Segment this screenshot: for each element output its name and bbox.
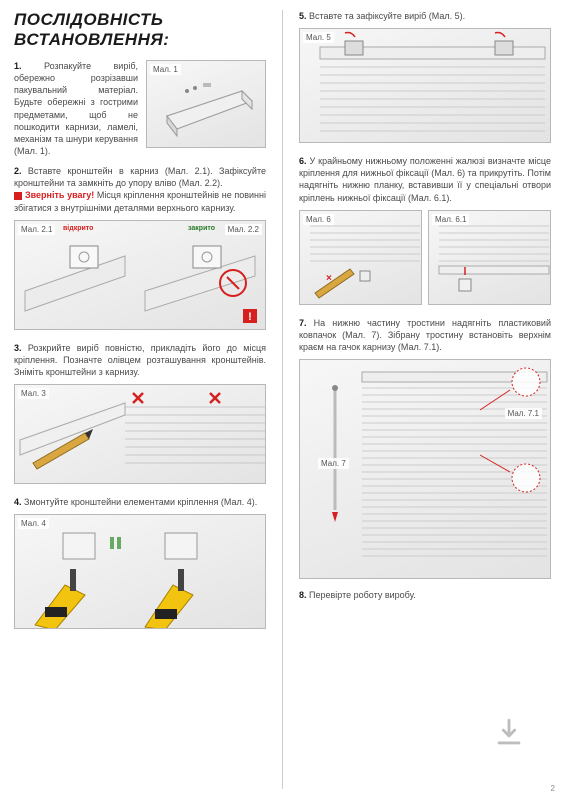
download-overlay-icon	[481, 705, 537, 761]
step-5-body: Вставте та зафіксуйте виріб (Мал. 5).	[309, 11, 465, 21]
figure-1: Мал. 1	[146, 60, 266, 148]
figure-6-label: Мал. 6	[303, 214, 334, 225]
figure-3-illustration	[15, 385, 265, 484]
figure-4-illustration	[15, 515, 265, 629]
figure-7: Мал. 7 Мал. 7.1	[299, 359, 551, 579]
page-number: 2	[551, 784, 555, 793]
figure-6: Мал. 6 ×	[299, 210, 422, 305]
step-1: 1. Розпакуйте виріб, обережно розрізавши…	[14, 60, 266, 157]
step-3-num: 3.	[14, 343, 22, 353]
attention-icon	[14, 192, 22, 200]
step-5-text: 5. Вставте та зафіксуйте виріб (Мал. 5).	[299, 10, 551, 22]
figure-3-label: Мал. 3	[18, 388, 49, 399]
step-1-text: 1. Розпакуйте виріб, обережно розрізавши…	[14, 60, 138, 157]
step-4-body: Змонтуйте кронштейни елементами кріпленн…	[24, 497, 257, 507]
step-3-text: 3. Розкрийте виріб повністю, прикладіть …	[14, 342, 266, 378]
figure-2-1-label: Мал. 2.1	[18, 224, 55, 235]
svg-text:!: !	[248, 311, 252, 323]
step-7-body: На нижню частину тростини надягніть плас…	[299, 318, 551, 352]
step-8-text: 8. Перевірте роботу виробу.	[299, 589, 551, 601]
figure-6-row: Мал. 6 × Мал. 6.1	[299, 210, 551, 305]
step-7-num: 7.	[299, 318, 307, 328]
step-6-body: У крайньому нижньому положенні жалюзі ви…	[299, 156, 551, 202]
step-2-text: 2. Вставте кронштейн в карниз (Мал. 2.1)…	[14, 165, 266, 214]
attention-label: Зверніть увагу!	[25, 190, 94, 200]
figure-7-1-label: Мал. 7.1	[505, 408, 542, 419]
closed-label: закрито	[188, 225, 215, 232]
step-5-num: 5.	[299, 11, 307, 21]
figure-4: Мал. 4	[14, 514, 266, 629]
step-6-num: 6.	[299, 156, 307, 166]
figure-4-label: Мал. 4	[18, 518, 49, 529]
open-label: відкрито	[63, 225, 93, 232]
figure-5-label: Мал. 5	[303, 32, 334, 43]
step-7-text: 7. На нижню частину тростини надягніть п…	[299, 317, 551, 353]
step-1-num: 1.	[14, 61, 22, 71]
step-8-num: 8.	[299, 590, 307, 600]
step-1-body: Розпакуйте виріб, обережно розрізавши па…	[14, 61, 138, 156]
figure-2-2-label: Мал. 2.2	[225, 224, 262, 235]
svg-text:×: ×	[326, 273, 332, 284]
step-4-text: 4. Змонтуйте кронштейни елементами кріпл…	[14, 496, 266, 508]
figure-5: Мал. 5	[299, 28, 551, 143]
column-divider	[282, 10, 283, 789]
step-4-num: 4.	[14, 497, 22, 507]
step-2-num: 2.	[14, 166, 22, 176]
figure-5-illustration	[300, 29, 550, 143]
figure-6-illustration: ×	[300, 211, 421, 305]
step-3-body: Розкрийте виріб повністю, прикладіть йог…	[14, 343, 266, 377]
figure-6-1-illustration	[429, 211, 550, 305]
right-column: 5. Вставте та зафіксуйте виріб (Мал. 5).…	[299, 10, 551, 789]
figure-2: Мал. 2.1 Мал. 2.2 відкрито закрито !	[14, 220, 266, 330]
step-6-text: 6. У крайньому нижньому положенні жалюзі…	[299, 155, 551, 204]
figure-3: Мал. 3	[14, 384, 266, 484]
step-2-body: Вставте кронштейн в карниз (Мал. 2.1). З…	[14, 166, 266, 188]
figure-7-illustration	[300, 360, 550, 579]
step-8-body: Перевірте роботу виробу.	[309, 590, 416, 600]
figure-6-1-label: Мал. 6.1	[432, 214, 469, 225]
figure-1-label: Мал. 1	[150, 64, 181, 75]
figure-7-label: Мал. 7	[318, 458, 349, 469]
figure-2-illustration: !	[15, 221, 265, 330]
main-title: ПОСЛІДОВНІСТЬ ВСТАНОВЛЕННЯ:	[14, 10, 266, 50]
left-column: ПОСЛІДОВНІСТЬ ВСТАНОВЛЕННЯ: 1. Розпакуйт…	[14, 10, 266, 789]
figure-6-1: Мал. 6.1	[428, 210, 551, 305]
